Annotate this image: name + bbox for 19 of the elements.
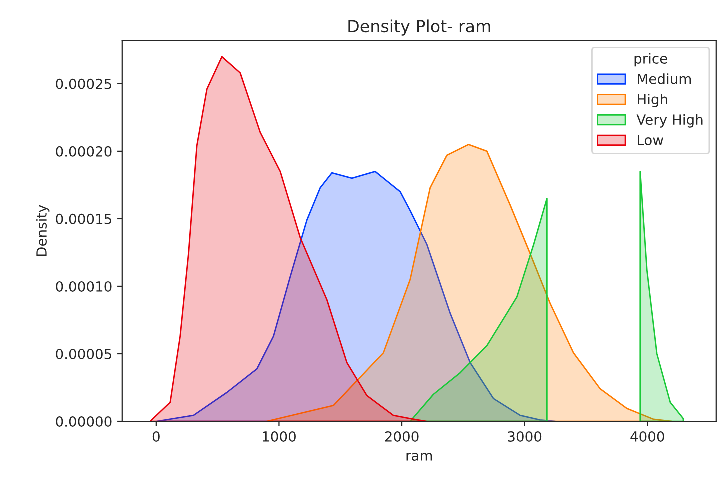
legend-label: High: [638, 94, 668, 108]
y-tick-label: 0.00020: [56, 146, 112, 157]
x-tick-label: 2000: [385, 431, 419, 442]
y-tick-label: 0.00000: [56, 416, 112, 427]
legend-label: Very High: [636, 114, 703, 128]
y-axis-title: Density: [36, 205, 50, 256]
y-tick-label: 0.00005: [56, 348, 112, 360]
y-tick-label: 0.00025: [56, 78, 112, 90]
legend-label: Medium: [638, 74, 692, 84]
x-tick-label: 3000: [508, 431, 542, 442]
x-tick-label: 4000: [630, 431, 664, 442]
chart-title: Density Plot- ram: [348, 20, 490, 36]
x-tick-label: 1000: [263, 431, 296, 442]
legend-label: Low: [638, 135, 664, 146]
x-tick-label: 0: [152, 431, 160, 442]
y-tick-label: 0.00015: [56, 214, 112, 224]
x-axis-title: ram: [406, 453, 432, 461]
legend-title: price: [634, 53, 668, 67]
y-tick-label: 0.00010: [56, 281, 112, 292]
